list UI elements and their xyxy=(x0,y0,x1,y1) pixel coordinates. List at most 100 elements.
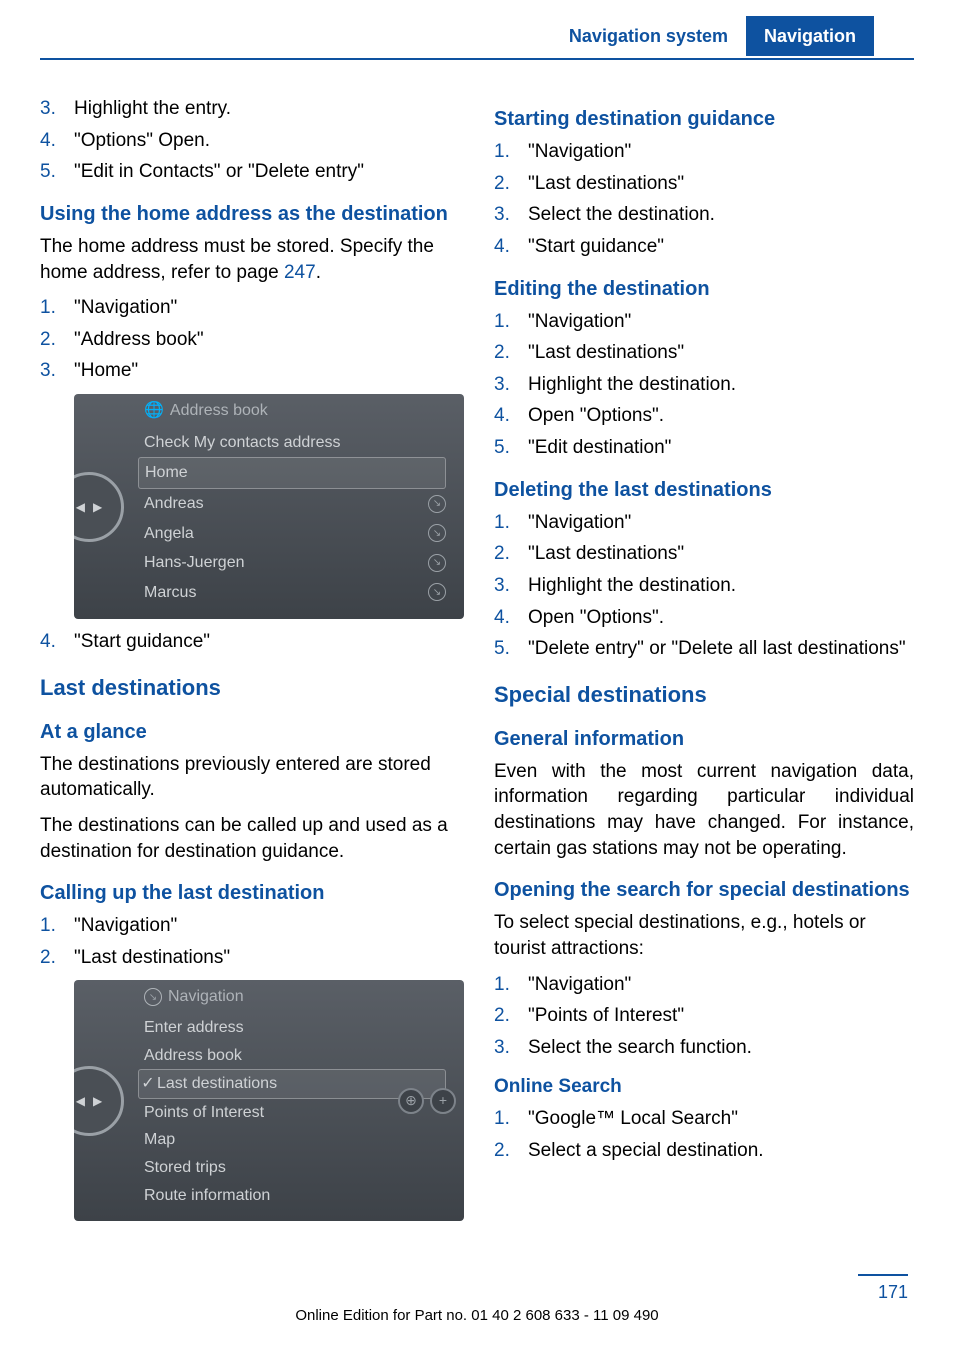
step-text: "Home" xyxy=(74,358,138,384)
step-number: 5. xyxy=(40,159,74,185)
list-item: 3.Highlight the destination. xyxy=(494,372,914,398)
text: The home address must be stored. Specify… xyxy=(40,236,434,283)
list-item: 3.Highlight the entry. xyxy=(40,96,460,122)
list-item: 2."Points of Interest" xyxy=(494,1003,914,1029)
heading-home-address: Using the home address as the destinatio… xyxy=(40,201,460,228)
list-item: 1."Navigation" xyxy=(40,913,460,939)
step-text: "Navigation" xyxy=(528,972,631,998)
step-number: 3. xyxy=(40,96,74,122)
row-label: Marcus xyxy=(144,582,196,604)
step-number: 4. xyxy=(40,128,74,154)
step-number: 4. xyxy=(494,234,528,260)
edit-steps: 1."Navigation" 2."Last destinations" 3.H… xyxy=(494,309,914,461)
screenshot-row: Marcus ↘ xyxy=(144,578,446,608)
step-number: 2. xyxy=(40,945,74,971)
list-item: 2."Last destinations" xyxy=(494,541,914,567)
screenshot-right-buttons: ⊕ + xyxy=(398,1088,456,1114)
paragraph: The destinations can be called up and us… xyxy=(40,813,460,864)
list-item: 3.Select the search function. xyxy=(494,1035,914,1061)
step-number: 2. xyxy=(494,340,528,366)
step-text: "Last destinations" xyxy=(528,171,684,197)
step-text: "Navigation" xyxy=(528,510,631,536)
plus-button-icon: + xyxy=(430,1088,456,1114)
idrive-wheel-icon xyxy=(74,1066,124,1136)
step-text: Select the search function. xyxy=(528,1035,752,1061)
list-item: 1."Navigation" xyxy=(494,972,914,998)
heading-deleting-last: Deleting the last destinations xyxy=(494,477,914,504)
step-number: 4. xyxy=(494,605,528,631)
text: . xyxy=(316,262,321,283)
step-number: 1. xyxy=(40,913,74,939)
title-text: Navigation xyxy=(168,986,244,1008)
step-number: 1. xyxy=(494,972,528,998)
step-text: "Last destinations" xyxy=(74,945,230,971)
row-label: Address book xyxy=(144,1045,242,1067)
screenshot-row: Route information xyxy=(144,1182,446,1210)
step-text: "Options" Open. xyxy=(74,128,210,154)
step-number: 1. xyxy=(494,510,528,536)
step-text: "Navigation" xyxy=(74,295,177,321)
nav-icon: ↘ xyxy=(144,988,162,1006)
page-reference-link[interactable]: 247 xyxy=(284,262,316,283)
step-number: 2. xyxy=(494,1003,528,1029)
step-number: 5. xyxy=(494,636,528,662)
idrive-wheel-icon xyxy=(74,472,124,542)
step-number: 1. xyxy=(494,309,528,335)
row-label: ✓Last destinations xyxy=(139,1073,277,1095)
list-item: 1."Navigation" xyxy=(494,309,914,335)
row-label: Angela xyxy=(144,523,194,545)
row-label: Home xyxy=(145,462,188,484)
step-text: Highlight the destination. xyxy=(528,573,736,599)
step-text: "Start guidance" xyxy=(528,234,664,260)
list-item: 4."Start guidance" xyxy=(494,234,914,260)
step-text: "Navigation" xyxy=(528,309,631,335)
heading-calling-up: Calling up the last destination xyxy=(40,880,460,907)
list-item: 5."Edit in Contacts" or "Delete entry" xyxy=(40,159,460,185)
globe-icon: 🌐 xyxy=(144,400,164,422)
heading-online-search: Online Search xyxy=(494,1074,914,1100)
paragraph: To select special destinations, e.g., ho… xyxy=(494,910,914,961)
step-text: "Google™ Local Search" xyxy=(528,1106,738,1132)
step-number: 2. xyxy=(494,541,528,567)
step-number: 4. xyxy=(40,629,74,655)
step-text: "Delete entry" or "Delete all last desti… xyxy=(528,636,906,662)
open-steps: 1."Navigation" 2."Points of Interest" 3.… xyxy=(494,972,914,1061)
list-item: 1."Navigation" xyxy=(40,295,460,321)
navigation-screenshot: ↘ Navigation Enter address Address book … xyxy=(74,980,464,1221)
contact-icon: ↘ xyxy=(428,554,446,572)
list-item: 4."Options" Open. xyxy=(40,128,460,154)
screenshot-title: 🌐 Address book xyxy=(144,400,446,422)
paragraph: The home address must be stored. Specify… xyxy=(40,234,460,285)
contact-icon: ↘ xyxy=(428,524,446,542)
screenshot-row: Angela ↘ xyxy=(144,519,446,549)
paragraph: Even with the most current navigation da… xyxy=(494,759,914,862)
list-item: 1."Navigation" xyxy=(494,139,914,165)
screenshot-row: Andreas↘ xyxy=(144,489,446,519)
header-tab-chapter: Navigation xyxy=(746,16,874,56)
step-number: 1. xyxy=(40,295,74,321)
step-text: Open "Options". xyxy=(528,403,664,429)
list-item: 4.Open "Options". xyxy=(494,403,914,429)
step-text: Highlight the entry. xyxy=(74,96,231,122)
step-text: "Address book" xyxy=(74,327,204,353)
step-text: Open "Options". xyxy=(528,605,664,631)
list-item: 5."Delete entry" or "Delete all last des… xyxy=(494,636,914,662)
heading-at-a-glance: At a glance xyxy=(40,719,460,746)
header-tab-section: Navigation system xyxy=(551,16,746,56)
contact-icon: ↘ xyxy=(428,583,446,601)
screenshot-row: Map xyxy=(144,1126,446,1154)
title-text: Address book xyxy=(170,400,268,422)
contact-icon: ↘ xyxy=(428,495,446,513)
step-number: 4. xyxy=(494,403,528,429)
step-number: 1. xyxy=(494,1106,528,1132)
list-item: 2."Last destinations" xyxy=(494,340,914,366)
list-item: 3.Select the destination. xyxy=(494,202,914,228)
step-number: 2. xyxy=(494,171,528,197)
list-item: 3."Home" xyxy=(40,358,460,384)
heading-general-info: General information xyxy=(494,726,914,753)
list-item: 4."Start guidance" xyxy=(40,629,460,655)
heading-starting-guidance: Starting destination guidance xyxy=(494,106,914,133)
list-item: 2."Last destinations" xyxy=(40,945,460,971)
step-text: "Last destinations" xyxy=(528,340,684,366)
step-text: Select the destination. xyxy=(528,202,715,228)
